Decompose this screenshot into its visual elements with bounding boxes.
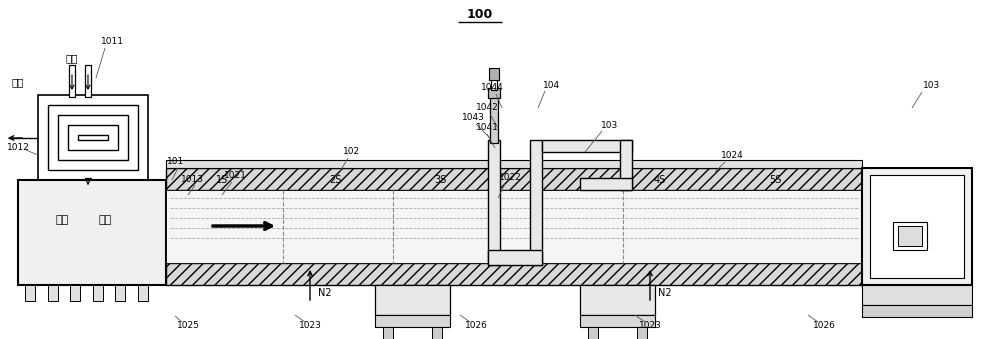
Bar xyxy=(18,180,166,285)
Bar xyxy=(893,222,927,250)
Bar xyxy=(620,140,632,190)
Text: 进气: 进气 xyxy=(98,215,112,225)
Text: 1042: 1042 xyxy=(476,103,498,113)
Bar xyxy=(93,285,103,301)
Bar xyxy=(862,305,972,317)
Text: 1044: 1044 xyxy=(481,83,503,93)
Text: N2: N2 xyxy=(318,288,332,298)
Bar xyxy=(48,105,138,170)
Text: 3S: 3S xyxy=(434,175,446,185)
Bar xyxy=(530,140,542,265)
Text: 1024: 1024 xyxy=(721,151,743,160)
Text: 1026: 1026 xyxy=(465,321,487,331)
Text: 1041: 1041 xyxy=(476,123,498,133)
Bar xyxy=(488,250,542,265)
Bar xyxy=(580,178,632,190)
Bar xyxy=(488,140,500,265)
Text: 2S: 2S xyxy=(329,175,341,185)
Text: 104: 104 xyxy=(543,80,561,89)
Bar xyxy=(870,175,964,278)
Bar xyxy=(862,168,972,285)
Text: 103: 103 xyxy=(601,120,619,129)
Bar xyxy=(375,285,450,315)
Bar xyxy=(490,95,498,143)
Bar xyxy=(542,140,632,152)
Bar xyxy=(25,285,35,301)
Bar xyxy=(58,115,128,160)
Bar xyxy=(70,285,80,301)
Text: 1043: 1043 xyxy=(462,114,484,122)
Text: 101: 101 xyxy=(167,158,185,166)
Bar xyxy=(489,68,499,80)
Bar xyxy=(580,285,655,315)
Text: 进气: 进气 xyxy=(66,53,78,63)
Bar xyxy=(588,327,598,339)
Text: 排气: 排气 xyxy=(12,77,24,87)
Text: 1026: 1026 xyxy=(813,321,835,331)
Bar xyxy=(138,285,148,301)
Text: 1012: 1012 xyxy=(7,143,29,153)
Text: 102: 102 xyxy=(343,147,361,157)
Bar xyxy=(69,65,75,97)
Bar xyxy=(38,95,148,180)
Bar xyxy=(383,327,393,339)
Bar xyxy=(48,285,58,301)
Text: 1011: 1011 xyxy=(100,38,124,46)
Text: 100: 100 xyxy=(467,7,493,20)
Bar xyxy=(115,285,125,301)
Bar xyxy=(375,315,450,327)
Bar xyxy=(637,327,647,339)
Text: 1022: 1022 xyxy=(499,174,521,182)
Bar xyxy=(898,226,922,246)
Bar xyxy=(580,315,655,327)
Text: 5S: 5S xyxy=(769,175,781,185)
Bar xyxy=(85,65,91,97)
Bar xyxy=(488,88,500,98)
Text: 103: 103 xyxy=(923,80,941,89)
Bar xyxy=(68,125,118,150)
Text: 1021: 1021 xyxy=(224,172,246,180)
Bar xyxy=(85,178,91,188)
Text: 1023: 1023 xyxy=(639,321,661,331)
Bar xyxy=(166,160,862,168)
Text: 1023: 1023 xyxy=(299,321,321,331)
Bar xyxy=(862,285,972,305)
Text: 1025: 1025 xyxy=(177,321,199,331)
Bar xyxy=(432,327,442,339)
Text: N2: N2 xyxy=(658,288,672,298)
Text: 4S: 4S xyxy=(654,175,666,185)
Text: 1S: 1S xyxy=(216,175,228,185)
Bar xyxy=(166,263,862,285)
Bar xyxy=(78,135,108,140)
Text: 排气: 排气 xyxy=(55,215,69,225)
Bar xyxy=(166,168,862,190)
Text: 1013: 1013 xyxy=(180,176,204,184)
Bar xyxy=(166,190,862,263)
Bar xyxy=(491,78,497,90)
